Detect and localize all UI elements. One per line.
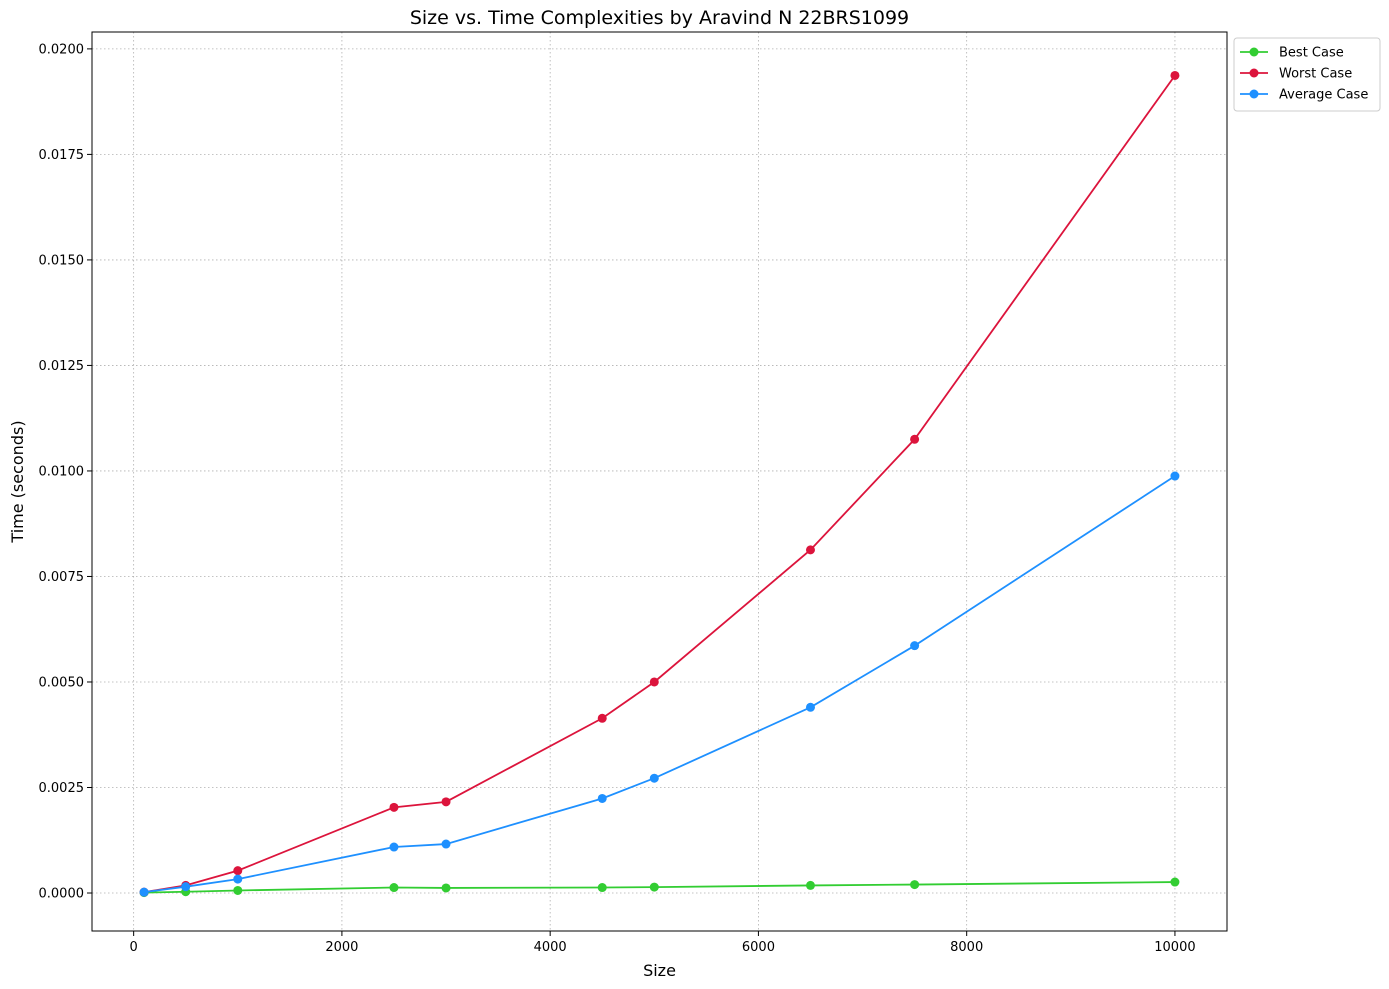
legend-item: Worst Case	[1240, 67, 1352, 82]
data-point	[389, 802, 399, 812]
data-point	[805, 702, 815, 712]
data-point	[1170, 70, 1180, 80]
legend-label: Best Case	[1279, 46, 1344, 61]
data-point	[181, 882, 191, 892]
grid-lines	[92, 32, 1227, 931]
legend-box	[1233, 37, 1381, 112]
x-tick-label: 6000	[742, 940, 775, 955]
x-tick-label: 10000	[1154, 940, 1195, 955]
y-tick-label: 0.0175	[39, 148, 85, 163]
data-point	[1170, 877, 1180, 887]
series-lines	[139, 70, 1180, 898]
x-tick-label: 8000	[950, 940, 983, 955]
legend-item: Best Case	[1240, 46, 1344, 61]
data-point	[597, 713, 607, 723]
y-tick-label: 0.0025	[39, 781, 85, 796]
legend-marker	[1249, 89, 1259, 99]
data-point	[805, 880, 815, 890]
y-tick-label: 0.0050	[39, 675, 85, 690]
plot-frame	[91, 31, 1228, 932]
data-point	[441, 797, 451, 807]
series-line	[144, 881, 1175, 894]
x-tick-label: 4000	[534, 940, 567, 955]
series-average-case	[139, 471, 1180, 897]
y-axis-label: Time (seconds)	[8, 420, 27, 543]
data-point	[910, 880, 920, 890]
legend-item: Average Case	[1240, 88, 1368, 103]
data-point	[441, 839, 451, 849]
legend-label: Average Case	[1279, 88, 1368, 103]
data-point	[389, 883, 399, 893]
legend: Best Case Worst Case Average Case	[1233, 37, 1381, 112]
legend-marker	[1249, 47, 1259, 57]
legend-label: Worst Case	[1279, 67, 1352, 82]
data-point	[597, 793, 607, 803]
data-point	[233, 885, 243, 895]
y-tick-label: 0.0150	[39, 253, 85, 268]
y-tick-label: 0.0000	[39, 887, 85, 902]
data-point	[1170, 471, 1180, 481]
data-point	[649, 773, 659, 783]
data-point	[910, 641, 920, 651]
y-tick-label: 0.0075	[39, 570, 85, 585]
data-point	[805, 545, 815, 555]
data-point	[910, 434, 920, 444]
data-point	[441, 883, 451, 893]
data-point	[649, 677, 659, 687]
series-line	[143, 74, 1176, 894]
chart-title: Size vs. Time Complexities by Aravind N …	[410, 7, 909, 29]
y-tick-label: 0.0100	[39, 464, 85, 479]
data-point	[233, 866, 243, 876]
legend-marker	[1249, 68, 1259, 78]
data-point	[649, 882, 659, 892]
data-point	[233, 874, 243, 884]
data-point	[139, 887, 149, 897]
x-tick-label: 0	[130, 940, 138, 955]
x-axis-label: Size	[643, 961, 676, 980]
y-tick-label: 0.0200	[39, 42, 85, 57]
y-tick-label: 0.0125	[39, 359, 85, 374]
axis-ticks: 0 2000 4000 6000 8000 10000 0.0000 0.0025 0.0050…	[39, 42, 1196, 955]
data-point	[389, 842, 399, 852]
data-point	[597, 883, 607, 893]
series-line	[143, 475, 1176, 894]
x-tick-label: 2000	[325, 940, 358, 955]
